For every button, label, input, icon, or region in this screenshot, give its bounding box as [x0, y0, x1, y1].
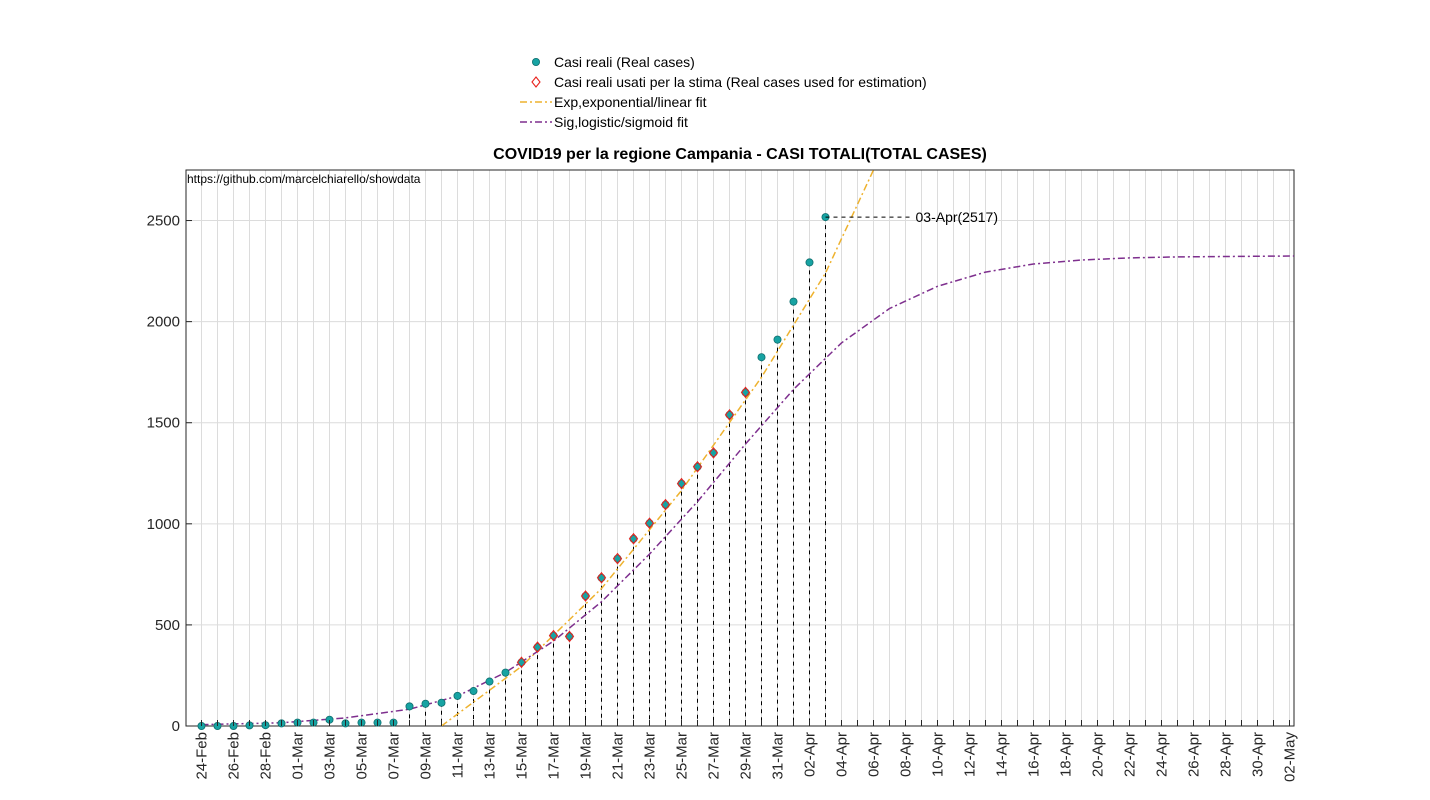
x-tick-label: 10-Apr	[930, 732, 947, 777]
x-tick-label: 24-Apr	[1154, 732, 1171, 777]
legend-entry: Exp,exponential/linear fit	[554, 94, 707, 110]
legend-entry: Sig,logistic/sigmoid fit	[554, 114, 688, 130]
x-tick-label: 22-Apr	[1122, 732, 1139, 777]
real-case-point	[405, 702, 414, 711]
real-case-point	[789, 297, 798, 306]
source-note: https://github.com/marcelchiarello/showd…	[187, 172, 421, 186]
x-tick-label: 20-Apr	[1090, 732, 1107, 777]
x-tick-label: 25-Mar	[674, 732, 691, 780]
x-tick-label: 26-Feb	[226, 732, 243, 780]
x-tick-label: 21-Mar	[610, 732, 627, 780]
x-tick-label: 19-Mar	[578, 732, 595, 780]
real-case-point	[805, 258, 814, 267]
fit-line	[441, 170, 875, 726]
x-tick-label: 18-Apr	[1058, 732, 1075, 777]
estimation-point	[516, 656, 527, 669]
x-tick-label: 07-Mar	[386, 732, 403, 780]
real-case-point	[757, 353, 766, 362]
estimation-point	[676, 477, 687, 490]
y-tick-label: 2500	[147, 213, 180, 230]
real-case-point	[501, 668, 510, 677]
real-case-point	[453, 691, 462, 700]
y-tick-label: 2000	[147, 314, 180, 331]
x-tick-label: 16-Apr	[1026, 732, 1043, 777]
estimation-point	[692, 460, 703, 473]
estimation-point	[740, 386, 751, 399]
y-tick-label: 500	[155, 617, 180, 634]
estimation-point	[628, 532, 639, 545]
x-tick-label: 09-Mar	[418, 732, 435, 780]
estimation-point	[644, 517, 655, 530]
estimation-point	[532, 641, 543, 654]
x-tick-label: 11-Mar	[450, 732, 467, 778]
plot-area	[185, 169, 1295, 727]
x-tick-label: 12-Apr	[962, 732, 979, 777]
x-tick-label: 15-Mar	[514, 732, 531, 780]
legend-entry: Casi reali (Real cases)	[554, 54, 695, 70]
x-tick-label: 08-Apr	[898, 732, 915, 777]
y-axis: 0 500 1000 1500 2000 2500	[147, 213, 192, 735]
annotation-label: 03-Apr(2517)	[916, 209, 999, 225]
x-tick-label: 24-Feb	[194, 732, 211, 780]
x-tick-label: 17-Mar	[546, 732, 563, 780]
x-tick-label: 04-Apr	[834, 732, 851, 777]
x-tick-label: 26-Apr	[1186, 732, 1203, 777]
estimation-point	[580, 590, 591, 602]
estimation-point	[708, 446, 719, 459]
x-tick-label: 30-Apr	[1250, 732, 1267, 777]
x-tick-label: 29-Mar	[738, 732, 755, 780]
x-tick-label: 14-Apr	[994, 732, 1011, 777]
y-tick-label: 1000	[147, 516, 180, 533]
x-tick-label: 06-Apr	[866, 732, 883, 777]
x-tick-label: 01-Mar	[290, 732, 307, 780]
stem-lines	[281, 217, 826, 726]
estimation-point	[724, 408, 735, 421]
x-tick-label: 13-Mar	[482, 732, 499, 780]
real-case-point	[773, 335, 782, 344]
y-tick-label: 0	[172, 718, 180, 735]
estimation-point	[548, 629, 559, 642]
grid	[186, 170, 1294, 727]
x-tick-label: 02-Apr	[802, 732, 819, 777]
fit-line	[201, 255, 1294, 726]
legend: Casi reali (Real cases) Casi reali usati …	[520, 54, 927, 130]
real-case-point	[421, 699, 430, 708]
annotation: 03-Apr(2517)	[825, 209, 999, 225]
data-markers	[197, 213, 830, 731]
x-tick-label: 28-Feb	[258, 732, 275, 780]
y-tick-label: 1500	[147, 415, 180, 432]
x-tick-label: 28-Apr	[1218, 732, 1235, 777]
estimation-point	[612, 552, 623, 565]
x-axis: 24-Feb 26-Feb 28-Feb 01-Mar 03-Mar 05-Mar 07-M…	[194, 720, 1299, 782]
estimation-point	[660, 498, 671, 511]
fit-lines	[201, 170, 1294, 726]
chart-title: COVID19 per la regione Campania - CASI T…	[493, 146, 987, 163]
x-tick-label: 03-Mar	[322, 732, 339, 780]
real-case-point	[485, 677, 494, 686]
real-case-point	[437, 698, 446, 707]
x-tick-label: 27-Mar	[706, 732, 723, 780]
x-tick-label: 31-Mar	[770, 732, 787, 780]
estimation-point	[564, 630, 575, 643]
estimation-point	[596, 571, 607, 584]
x-tick-label: 02-May	[1282, 732, 1299, 783]
real-case-point	[469, 687, 478, 696]
legend-diamond-marker	[531, 76, 541, 88]
legend-entry: Casi reali usati per la stima (Real case…	[554, 74, 927, 90]
x-tick-label: 23-Mar	[642, 732, 659, 780]
legend-circle-marker	[532, 58, 541, 67]
x-tick-label: 05-Mar	[354, 732, 371, 780]
